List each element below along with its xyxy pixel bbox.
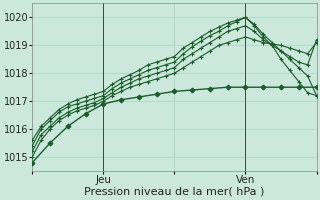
X-axis label: Pression niveau de la mer( hPa ): Pression niveau de la mer( hPa ) xyxy=(84,187,265,197)
